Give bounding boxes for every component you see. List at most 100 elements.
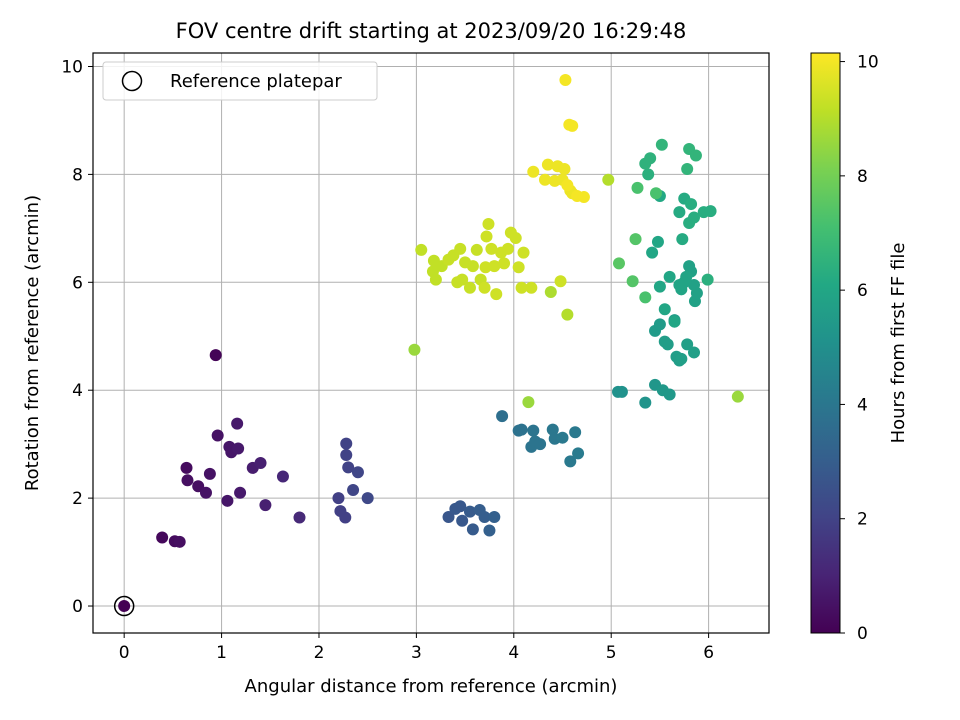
data-point bbox=[629, 233, 642, 246]
data-point bbox=[564, 455, 577, 468]
data-point bbox=[653, 318, 666, 331]
data-point bbox=[612, 257, 625, 270]
plot-area-frame bbox=[92, 52, 770, 634]
data-point bbox=[231, 417, 244, 430]
reference-platepar-marker bbox=[113, 595, 135, 617]
legend: Reference platepar bbox=[102, 61, 378, 101]
legend-entry-label: Reference platepar bbox=[170, 71, 342, 92]
colorbar-tick-label: 4 bbox=[857, 395, 868, 415]
data-point bbox=[466, 260, 479, 273]
data-point bbox=[515, 281, 528, 294]
data-point bbox=[463, 281, 476, 294]
x-tick-label: 4 bbox=[508, 643, 519, 663]
data-point bbox=[661, 338, 674, 351]
data-point bbox=[347, 484, 360, 497]
data-point bbox=[478, 511, 491, 523]
x-axis-label: Angular distance from reference (arcmin) bbox=[245, 676, 618, 697]
data-point bbox=[650, 187, 663, 200]
data-point bbox=[181, 474, 194, 487]
data-point bbox=[577, 191, 590, 204]
data-point bbox=[203, 467, 216, 480]
data-point bbox=[626, 275, 639, 288]
data-point bbox=[558, 163, 571, 175]
x-tick-label: 5 bbox=[606, 643, 617, 663]
data-point bbox=[209, 349, 222, 362]
data-point bbox=[180, 461, 193, 474]
data-point bbox=[232, 442, 245, 455]
data-point bbox=[351, 466, 364, 479]
data-point bbox=[559, 73, 572, 86]
y-tick-label: 8 bbox=[72, 165, 83, 185]
data-point bbox=[221, 494, 234, 507]
data-point bbox=[478, 281, 491, 294]
data-point bbox=[646, 246, 659, 259]
data-point bbox=[663, 388, 676, 401]
data-point bbox=[673, 279, 686, 291]
data-point bbox=[515, 423, 528, 436]
data-point bbox=[488, 511, 501, 523]
data-point bbox=[234, 486, 247, 499]
x-tick-label: 6 bbox=[703, 643, 714, 663]
colorbar-tick-label: 2 bbox=[857, 510, 868, 530]
colorbar: 0 2 4 6 8 10 Hours from first FF file bbox=[810, 52, 909, 644]
data-point bbox=[466, 523, 479, 536]
data-point bbox=[361, 492, 374, 505]
data-point bbox=[463, 505, 476, 518]
data-point bbox=[639, 396, 652, 409]
data-point bbox=[701, 273, 714, 286]
data-point bbox=[479, 261, 492, 274]
data-point bbox=[615, 385, 628, 398]
data-point bbox=[642, 168, 655, 181]
data-point bbox=[673, 206, 686, 219]
data-point bbox=[541, 158, 554, 171]
data-point bbox=[685, 198, 698, 211]
data-point bbox=[655, 138, 668, 151]
data-point bbox=[339, 511, 352, 524]
data-point bbox=[704, 205, 717, 218]
data-point bbox=[527, 424, 540, 437]
data-point bbox=[429, 273, 442, 286]
y-tick-label: 10 bbox=[61, 57, 83, 77]
data-point bbox=[566, 119, 579, 132]
data-point bbox=[561, 179, 574, 192]
data-point bbox=[485, 242, 498, 255]
data-point bbox=[490, 288, 503, 301]
data-point bbox=[156, 531, 169, 544]
data-point bbox=[454, 242, 467, 255]
data-point bbox=[639, 291, 652, 304]
colorbar-tick-label: 0 bbox=[857, 624, 868, 644]
data-point bbox=[525, 281, 538, 294]
data-point bbox=[340, 448, 353, 461]
x-axis-ticks: 0 1 2 3 4 5 6 bbox=[119, 633, 714, 663]
data-point bbox=[522, 396, 535, 409]
data-point bbox=[456, 273, 469, 286]
data-point bbox=[512, 261, 525, 274]
data-point bbox=[470, 243, 483, 256]
data-point bbox=[332, 492, 345, 505]
data-point bbox=[259, 499, 272, 512]
colorbar-gradient bbox=[810, 52, 841, 634]
y-tick-label: 0 bbox=[72, 597, 83, 617]
data-point bbox=[527, 165, 540, 178]
data-point bbox=[498, 257, 511, 270]
data-point bbox=[668, 315, 681, 328]
colorbar-label: Hours from first FF file bbox=[888, 243, 909, 444]
data-point bbox=[675, 352, 688, 365]
data-point bbox=[731, 390, 744, 403]
data-point bbox=[561, 308, 574, 321]
data-point bbox=[118, 600, 131, 613]
data-point bbox=[415, 243, 428, 256]
data-point bbox=[509, 232, 522, 245]
y-axis-label: Rotation from reference (arcmin) bbox=[22, 195, 43, 491]
y-tick-label: 6 bbox=[72, 273, 83, 293]
data-point bbox=[442, 511, 455, 523]
data-point bbox=[254, 457, 267, 470]
colorbar-ticks: 0 2 4 6 8 10 bbox=[840, 53, 879, 644]
data-point bbox=[454, 500, 467, 513]
x-tick-label: 3 bbox=[411, 643, 422, 663]
data-point bbox=[683, 260, 696, 273]
data-point bbox=[546, 423, 559, 436]
data-point bbox=[644, 152, 657, 165]
